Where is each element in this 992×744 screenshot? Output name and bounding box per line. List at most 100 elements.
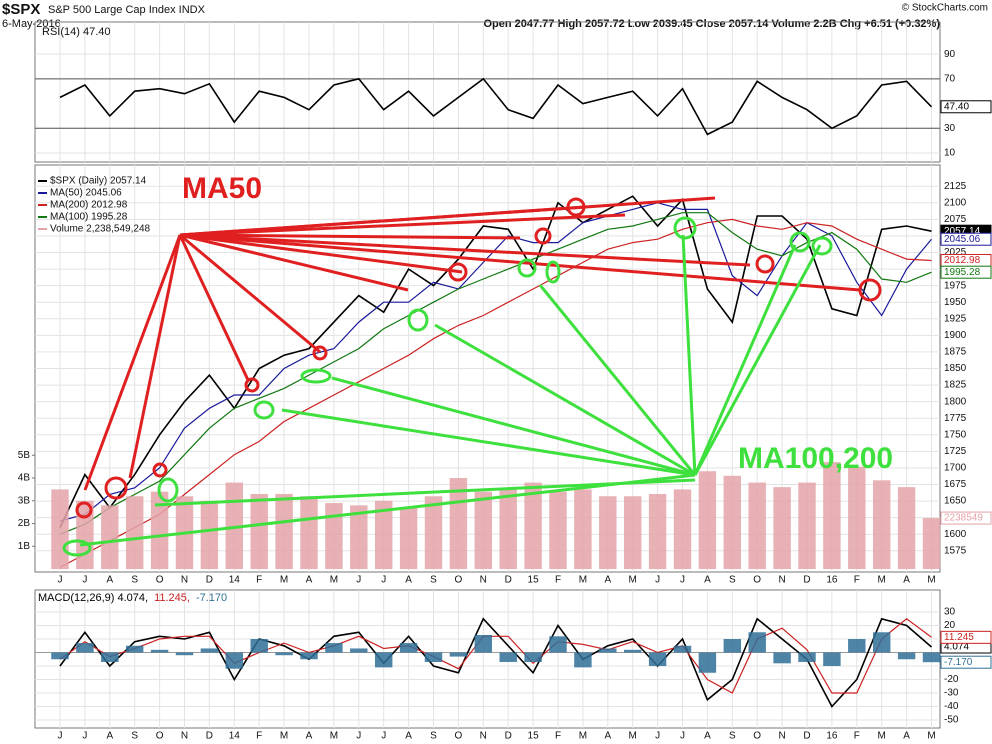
bar — [200, 648, 219, 653]
series-line — [59, 212, 932, 535]
bar — [748, 632, 766, 653]
bar — [175, 652, 194, 656]
x-tick-label: N — [778, 731, 785, 742]
ma100-arrows — [62, 216, 833, 557]
x-tick-label: M — [878, 575, 886, 586]
panel-frame — [34, 21, 941, 163]
x-tick-label: D — [505, 575, 512, 586]
y-tick-label: 70 — [944, 73, 956, 84]
y-tick-label: 2100 — [944, 197, 967, 208]
y-tick-label: 1900 — [944, 330, 967, 341]
bar — [350, 648, 368, 653]
x-tick-label: 15 — [528, 575, 540, 586]
series-line — [59, 218, 932, 568]
y-tick-label: 1975 — [944, 280, 967, 291]
annotations — [62, 196, 882, 557]
symbol: $SPX — [2, 1, 40, 18]
value-badge: 2238549 — [944, 513, 983, 524]
x-tick-label: A — [604, 731, 611, 742]
date: 6-May-2016 — [2, 18, 61, 30]
value-badge: 1995.28 — [944, 267, 981, 278]
bar — [225, 482, 244, 570]
x-tick-label: F — [854, 575, 860, 586]
bar — [773, 487, 791, 570]
bar — [200, 500, 219, 570]
bar — [848, 466, 866, 570]
bar — [648, 652, 667, 667]
bar — [150, 491, 169, 570]
bar — [51, 489, 69, 570]
bar — [823, 652, 841, 667]
x-tick-label: S — [729, 731, 736, 742]
series-line — [59, 202, 932, 522]
x-tick-label: D — [206, 731, 213, 742]
x-tick-label: M — [629, 731, 637, 742]
bar — [673, 645, 692, 653]
x-tick-label: J — [655, 731, 660, 742]
x-tick-label: J — [82, 731, 87, 742]
x-tick-label: F — [555, 731, 561, 742]
bar — [623, 649, 642, 653]
y-tick-label: 10 — [944, 148, 956, 159]
series-line — [59, 618, 932, 694]
y-tick-label: 1750 — [944, 429, 967, 440]
bar — [922, 652, 941, 663]
y-tick-label: 1875 — [944, 347, 967, 358]
bar — [524, 652, 542, 662]
bar — [474, 634, 493, 653]
legend-entry: MA(100) 1995.28 — [50, 212, 128, 223]
x-tick-label: D — [803, 575, 810, 586]
credit: © StockCharts.com — [902, 3, 988, 14]
x-tick-label: A — [903, 731, 910, 742]
bar — [424, 496, 443, 570]
y-tick-label: 2025 — [944, 247, 967, 258]
x-tick-label: J — [381, 575, 386, 586]
x-tick-label: D — [206, 575, 213, 586]
bar — [449, 652, 468, 657]
bar — [723, 639, 742, 653]
x-tick-label: N — [778, 575, 785, 586]
bar — [872, 632, 891, 653]
bar — [225, 652, 244, 669]
x-tick-label: O — [455, 575, 463, 586]
bar — [250, 639, 268, 653]
legend-entry: RSI(14) 47.40 — [42, 26, 110, 38]
value-badge: 2045.06 — [944, 234, 981, 245]
bar — [374, 652, 393, 668]
y-tick-label: 1725 — [944, 446, 967, 457]
x-tick-label: F — [256, 731, 262, 742]
bar — [748, 482, 766, 570]
x-tick-label: F — [854, 731, 860, 742]
bar — [524, 482, 542, 570]
y-tick-label: 1800 — [944, 396, 967, 407]
bar — [399, 643, 418, 653]
value-badge-bg — [940, 100, 992, 114]
x-tick-label: A — [704, 575, 711, 586]
value-badge-bg — [940, 265, 992, 279]
bar — [300, 652, 318, 660]
bar — [648, 493, 667, 570]
value-badge: 2012.98 — [944, 255, 981, 266]
bar — [374, 500, 393, 570]
x-tick-label: A — [306, 731, 313, 742]
series-line — [59, 195, 932, 528]
y2-tick-label: 5B — [18, 450, 31, 461]
y-tick-label: 1650 — [944, 496, 967, 507]
bar — [723, 475, 742, 570]
x-tick-label: M — [330, 731, 338, 742]
x-tick-label: J — [82, 575, 87, 586]
x-tick-label: O — [455, 731, 463, 742]
x-tick-label: J — [356, 731, 361, 742]
bar — [424, 652, 443, 662]
y2-tick-label: 3B — [18, 495, 31, 506]
value-badge-bg — [940, 232, 992, 246]
legend-entry: $SPX (Daily) 2057.14 — [50, 176, 147, 187]
bar — [549, 491, 567, 570]
x-tick-label: 14 — [229, 731, 241, 742]
y-tick-label: 30 — [944, 607, 956, 618]
bar — [897, 487, 916, 570]
value-badge: 4.074 — [944, 642, 969, 653]
y-tick-label: 1700 — [944, 463, 967, 474]
bar — [922, 518, 941, 570]
